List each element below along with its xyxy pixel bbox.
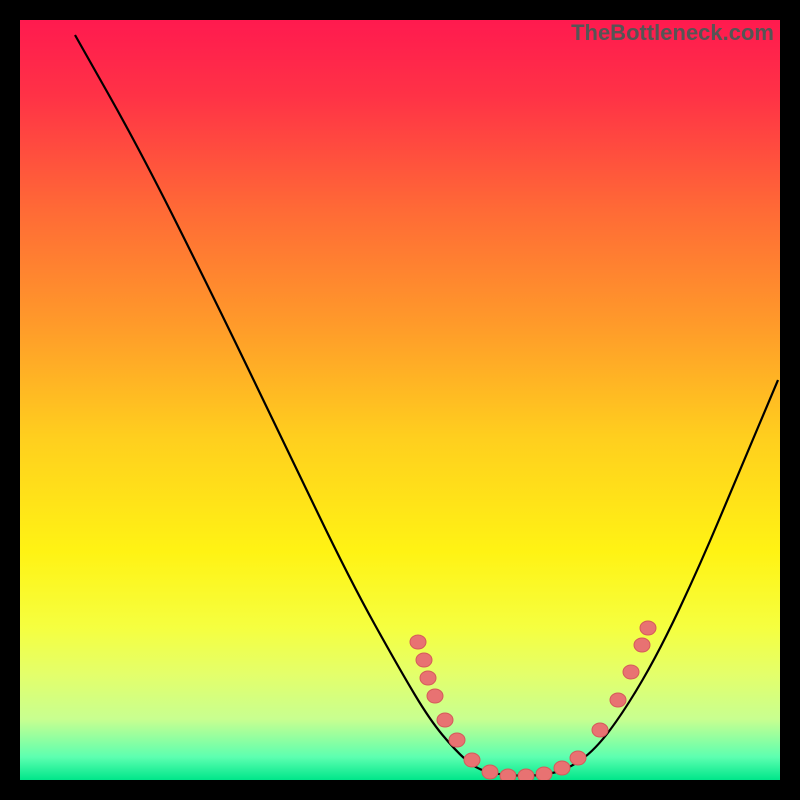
curve-marker [482, 765, 498, 779]
curve-marker [500, 769, 516, 780]
curve-markers [410, 621, 656, 780]
curve-marker [640, 621, 656, 635]
watermark-text: TheBottleneck.com [571, 20, 774, 46]
curve-marker [536, 767, 552, 780]
curve-marker [592, 723, 608, 737]
curve-marker [570, 751, 586, 765]
curve-marker [449, 733, 465, 747]
curve-marker [437, 713, 453, 727]
curve-marker [420, 671, 436, 685]
curve-marker [427, 689, 443, 703]
curve-marker [610, 693, 626, 707]
curve-marker [410, 635, 426, 649]
curve-marker [634, 638, 650, 652]
curve-marker [623, 665, 639, 679]
bottleneck-curve-svg [20, 20, 780, 780]
curve-marker [416, 653, 432, 667]
curve-marker [464, 753, 480, 767]
curve-marker [554, 761, 570, 775]
chart-frame: TheBottleneck.com [20, 20, 780, 780]
curve-marker [518, 769, 534, 780]
